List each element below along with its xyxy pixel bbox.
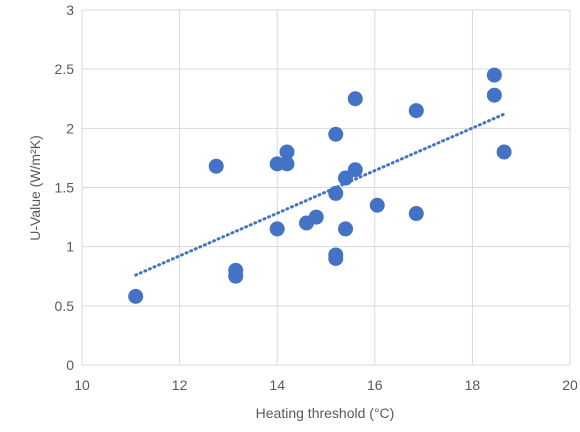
data-points [128, 67, 512, 304]
y-tick-label: 3 [66, 2, 74, 18]
data-point [328, 251, 344, 266]
data-point [338, 170, 354, 186]
x-axis-title: Heating threshold (°C) [256, 405, 395, 421]
x-tick-label: 10 [74, 377, 90, 393]
data-point [279, 144, 295, 160]
y-tick-label: 1.5 [55, 180, 75, 196]
grid-lines [81, 9, 571, 366]
data-point [408, 103, 424, 119]
data-point [128, 288, 144, 304]
data-point [279, 156, 295, 172]
data-point [408, 206, 424, 222]
data-point [208, 158, 224, 174]
y-tick-label: 2.5 [55, 61, 75, 77]
trendline-layer [134, 112, 506, 277]
y-tick-label: 2 [66, 120, 74, 136]
x-tick-label: 12 [172, 377, 188, 393]
data-point [486, 67, 502, 83]
data-point [369, 197, 385, 213]
data-point [338, 221, 354, 237]
data-point [496, 144, 512, 160]
data-point [328, 126, 344, 142]
y-tick-label: 1 [66, 239, 74, 255]
data-point [308, 209, 324, 225]
y-tick-label: 0 [66, 357, 74, 373]
data-point [486, 87, 502, 103]
x-tick-label: 20 [562, 377, 578, 393]
trendline [134, 112, 506, 277]
data-point [228, 268, 244, 284]
data-point [328, 185, 344, 201]
y-tick-label: 0.5 [55, 298, 75, 314]
x-tick-label: 14 [269, 377, 285, 393]
data-point [269, 221, 285, 237]
x-tick-label: 16 [367, 377, 383, 393]
tick-labels: 10 12 14 16 18 20 0 0.5 1 1.5 2 2.5 3 [55, 2, 578, 393]
data-point [347, 162, 363, 178]
y-axis-title: U-Value (W/m²K) [27, 135, 43, 241]
data-point [347, 91, 363, 107]
x-tick-label: 18 [465, 377, 481, 393]
